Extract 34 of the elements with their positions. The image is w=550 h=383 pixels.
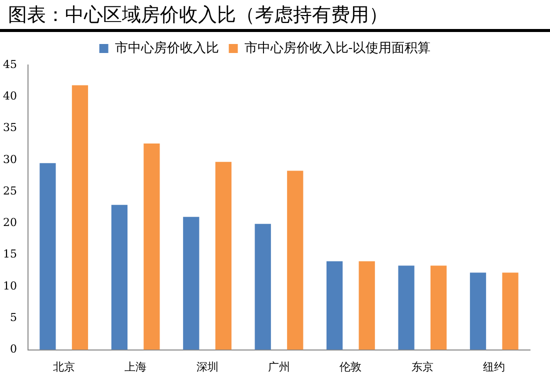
- bar: [430, 266, 447, 350]
- x-tick-label: 东京: [411, 360, 434, 374]
- bar: [111, 204, 128, 350]
- x-tick-label: 上海: [124, 360, 147, 374]
- x-tick-label: 伦敦: [340, 360, 362, 374]
- y-tick-label: 35: [2, 121, 17, 134]
- bar: [358, 261, 375, 350]
- y-tick-label: 25: [2, 184, 17, 198]
- bar: [502, 272, 518, 350]
- legend-label: 市中心房价收入比: [114, 40, 219, 56]
- bar: [254, 224, 271, 350]
- bar: [40, 163, 56, 350]
- y-tick-label: 0: [10, 342, 17, 356]
- y-tick-label: 30: [2, 152, 17, 166]
- y-tick-label: 10: [2, 279, 17, 292]
- bar: [215, 162, 232, 350]
- x-tick-label: 纽约: [483, 361, 506, 374]
- x-tick-label: 广州: [268, 360, 290, 374]
- bar: [326, 261, 343, 350]
- bar: [398, 266, 414, 350]
- y-tick-label: 45: [2, 58, 17, 71]
- legend-label: 市中心房价收入比-以使用面积算: [244, 40, 431, 56]
- bar: [72, 85, 88, 350]
- y-tick-label: 40: [2, 90, 17, 103]
- y-tick-label: 15: [2, 248, 17, 261]
- x-tick-label: 深圳: [196, 360, 218, 374]
- bar: [183, 216, 200, 350]
- x-tick-label: 北京: [52, 360, 75, 374]
- chart-title: 图表：中心区域房价收入比（考虑持有费用）: [0, 0, 550, 32]
- bar: [144, 143, 160, 350]
- bar: [470, 272, 486, 350]
- y-tick-label: 20: [2, 216, 17, 230]
- bar: [287, 170, 304, 350]
- y-tick-label: 5: [10, 311, 17, 324]
